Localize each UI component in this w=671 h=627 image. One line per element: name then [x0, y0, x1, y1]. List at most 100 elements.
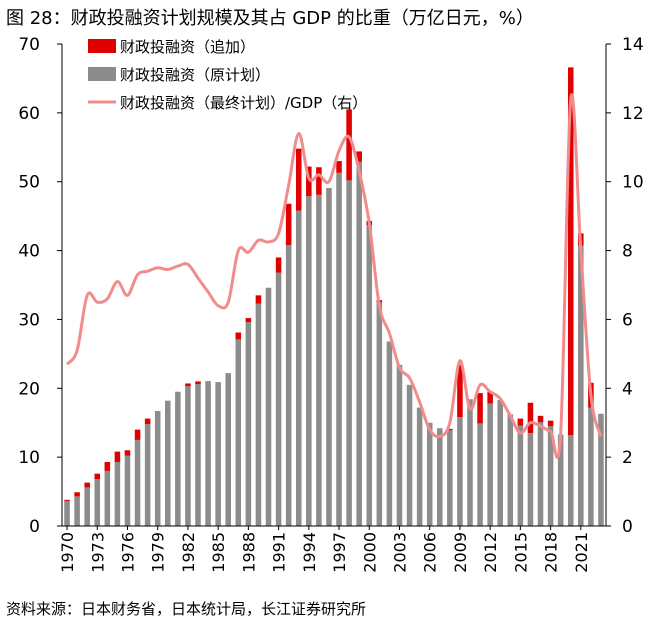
- bar-supplement: [447, 428, 453, 431]
- bar-supplement: [185, 383, 191, 387]
- bar-supplement: [567, 67, 574, 436]
- bar-original: [336, 172, 342, 526]
- left-tick-label: 20: [18, 379, 40, 399]
- bar-original: [537, 422, 544, 526]
- bar-original: [94, 479, 101, 526]
- bar-supplement: [517, 418, 524, 426]
- x-tick-label: 2000: [360, 532, 379, 573]
- right-tick-label: 6: [622, 310, 633, 330]
- bar-supplement: [306, 166, 312, 197]
- bar-supplement: [124, 450, 131, 456]
- bar-original: [497, 399, 503, 526]
- bar-supplement: [144, 418, 151, 425]
- x-tick-label: 1994: [300, 532, 319, 573]
- figure-title: 图 28：财政投融资计划规模及其占 GDP 的比重（万亿日元，%）: [6, 8, 534, 29]
- bar-original: [235, 339, 242, 526]
- bar-original: [396, 364, 403, 526]
- bar-original: [114, 461, 121, 526]
- right-tick-label: 4: [622, 379, 633, 399]
- bar-supplement: [134, 429, 141, 440]
- bar-supplement: [74, 492, 80, 497]
- bar-original: [295, 210, 302, 527]
- bar-supplement: [547, 420, 554, 427]
- legend-swatch-supplement: [88, 39, 116, 53]
- bar-original: [426, 422, 433, 526]
- bar-supplement: [316, 167, 322, 195]
- left-tick-label: 40: [18, 242, 40, 262]
- x-tick-label: 1997: [330, 532, 349, 573]
- bar-original: [265, 287, 272, 526]
- bar-original: [477, 423, 483, 526]
- bar-original: [527, 433, 534, 526]
- bar-supplement: [195, 381, 201, 385]
- bar-original: [275, 272, 282, 526]
- bar-original: [376, 302, 383, 526]
- chart-axes: [61, 44, 607, 527]
- bar-original: [185, 386, 191, 526]
- right-tick-label: 8: [622, 242, 633, 262]
- bar-supplement: [114, 451, 121, 462]
- bar-supplement: [255, 295, 262, 304]
- x-tick-label: 1982: [179, 532, 198, 573]
- bar-original: [285, 245, 292, 526]
- x-tick-label: 1979: [149, 532, 168, 573]
- bar-supplement: [84, 482, 90, 488]
- bar-original: [326, 187, 332, 526]
- bar-original: [64, 501, 70, 526]
- bar-original: [134, 439, 141, 526]
- legend-label-original: 财政投融资（原计划）: [120, 66, 270, 84]
- x-tick-label: 1988: [239, 532, 258, 573]
- bar-original: [154, 411, 161, 526]
- bar-supplement: [235, 332, 242, 340]
- bar-original: [245, 322, 252, 526]
- bar-supplement: [527, 402, 534, 434]
- x-tick-label: 1970: [58, 532, 77, 573]
- bar-original: [588, 407, 594, 526]
- bar-original: [487, 403, 493, 526]
- bar-original: [517, 425, 524, 526]
- bar-original: [547, 426, 554, 526]
- bar-original: [406, 384, 413, 526]
- bar-supplement: [275, 257, 282, 273]
- bar-original: [225, 373, 231, 526]
- x-tick-label: 2006: [421, 532, 440, 573]
- bar-supplement: [487, 391, 493, 404]
- bar-original: [124, 455, 131, 526]
- bar-original: [366, 225, 373, 526]
- legend-label-ratio: 财政投融资（最终计划）/GDP（右）: [120, 94, 367, 112]
- chart-legend: 财政投融资（追加） 财政投融资（原计划） 财政投融资（最终计划）/GDP（右）: [88, 38, 367, 112]
- bar-original: [467, 399, 473, 526]
- right-tick-label: 0: [622, 517, 633, 537]
- bar-original: [165, 400, 171, 526]
- bar-supplement: [457, 364, 463, 418]
- bar-original: [74, 496, 80, 526]
- bar-supplement: [94, 473, 101, 480]
- x-tick-label: 2003: [390, 532, 409, 573]
- bar-supplement: [285, 203, 292, 246]
- source-note: 资料来源：日本财务省，日本统计局，长江证券研究所: [6, 600, 367, 618]
- left-axis-ticks: 0 10 20 30 40 50 60 70: [18, 35, 62, 537]
- bar-original: [346, 180, 352, 526]
- left-tick-label: 0: [29, 517, 40, 537]
- x-tick-label: 1973: [88, 532, 107, 573]
- x-tick-label: 1976: [118, 532, 137, 573]
- bar-original: [437, 428, 443, 526]
- bar-original: [255, 303, 262, 526]
- bar-original: [386, 341, 393, 526]
- bar-supplement: [346, 109, 352, 181]
- right-tick-label: 14: [622, 35, 644, 55]
- bar-original: [507, 414, 514, 526]
- bar-original: [447, 430, 453, 526]
- bar-original: [356, 161, 362, 526]
- bar-original: [84, 487, 90, 526]
- ratio-line-path: [65, 93, 603, 459]
- x-tick-label: 2012: [481, 532, 500, 573]
- left-tick-label: 10: [18, 448, 40, 468]
- left-tick-label: 70: [18, 35, 40, 55]
- bar-original: [567, 435, 574, 526]
- legend-swatch-original: [88, 67, 116, 81]
- bar-supplement: [477, 393, 483, 424]
- left-tick-label: 60: [18, 104, 40, 124]
- bar-supplement: [64, 499, 70, 502]
